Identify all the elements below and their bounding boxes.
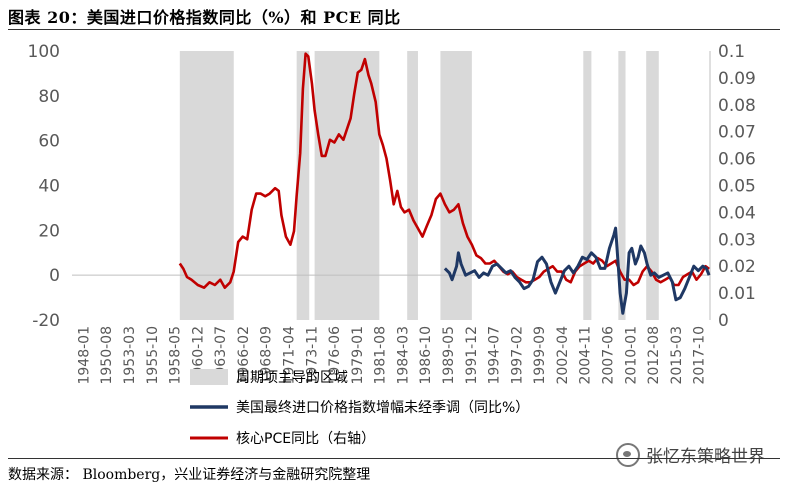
x-tick-label: 2012-08 xyxy=(646,326,662,385)
footer-divider xyxy=(8,458,780,459)
title-divider xyxy=(8,29,780,30)
x-tick-label: 2010-01 xyxy=(623,326,639,385)
shaded-region xyxy=(618,51,626,320)
left-tick-label: -20 xyxy=(32,311,60,331)
legend-series2-label: 核心PCE同比（右轴） xyxy=(236,431,375,447)
watermark-text: 张忆东策略世界 xyxy=(646,447,765,467)
right-tick-label: 0.05 xyxy=(718,177,756,197)
x-tick-label: 1971-04 xyxy=(281,326,297,385)
shaded-region xyxy=(646,51,659,320)
legend-series1-label: 美国最终进口价格指数增幅未经季调（同比%） xyxy=(236,400,529,416)
x-tick-label: 2015-03 xyxy=(669,326,685,385)
x-tick-label: 2004-11 xyxy=(578,326,594,385)
legend-shaded-label: 周期项主导的区域 xyxy=(236,370,348,386)
left-tick-label: 20 xyxy=(38,221,60,241)
right-tick-label: 0.1 xyxy=(718,42,745,62)
x-tick-label: 1981-08 xyxy=(373,326,389,385)
x-tick-label: 1976-06 xyxy=(327,326,343,385)
right-tick-label: 0.07 xyxy=(718,123,756,143)
x-tick-label: 1991-12 xyxy=(464,326,480,385)
shaded-region xyxy=(407,51,418,320)
right-tick-label: 0.03 xyxy=(718,230,756,250)
page-title: 图表 20：美国进口价格指数同比（%）和 PCE 同比 xyxy=(8,8,401,27)
x-tick-label: 1994-07 xyxy=(487,326,503,385)
shaded-region xyxy=(583,51,592,320)
x-tick-label: 1953-03 xyxy=(122,326,138,385)
shaded-region xyxy=(179,51,234,320)
x-tick-label: 1968-09 xyxy=(259,326,275,385)
watermark: 张忆东策略世界 xyxy=(616,442,765,467)
x-tick-label: 1989-05 xyxy=(441,326,457,385)
right-tick-label: 0.04 xyxy=(718,203,756,223)
x-tick-label: 1984-03 xyxy=(395,326,411,385)
right-tick-label: 0 xyxy=(718,311,729,331)
x-tick-label: 1955-10 xyxy=(145,326,161,385)
x-tick-label: 1997-02 xyxy=(509,326,525,385)
x-tick-label: 1966-02 xyxy=(236,326,252,385)
shaded-region xyxy=(314,51,380,320)
x-tick-label: 1973-11 xyxy=(304,326,320,385)
x-tick-label: 2017-10 xyxy=(692,326,708,385)
right-tick-label: 0.06 xyxy=(718,150,756,170)
left-tick-label: 60 xyxy=(38,132,60,152)
x-tick-label: 1979-01 xyxy=(350,326,366,385)
x-axis-labels: 1948-01 1950-08 1953-03 1955-10 1958-05 1960-… xyxy=(76,326,707,385)
source-note: 数据来源： Bloomberg，兴业证券经济与金融研究院整理 xyxy=(8,467,371,483)
right-tick-label: 0.08 xyxy=(718,96,756,116)
right-axis-labels: 0 0.01 0.02 0.03 0.04 0.05 0.06 0.07 0.08 0.09 0.1 xyxy=(718,42,756,331)
left-tick-label: 100 xyxy=(28,42,60,62)
right-tick-label: 0.02 xyxy=(718,257,756,277)
left-tick-label: 40 xyxy=(38,177,60,197)
shaded-regions xyxy=(179,51,659,320)
left-tick-label: 80 xyxy=(38,87,60,107)
x-tick-label: 1999-09 xyxy=(532,326,548,385)
chart: -20 0 20 40 60 80 100 0 0.01 0.02 0.03 0.04 0.05 0.0… xyxy=(28,42,756,447)
legend-shaded-swatch xyxy=(190,369,228,385)
x-tick-label: 1948-01 xyxy=(76,326,92,385)
right-tick-label: 0.09 xyxy=(718,69,756,89)
left-axis-labels: -20 0 20 40 60 80 100 xyxy=(28,42,60,331)
right-tick-label: 0.01 xyxy=(718,284,756,304)
left-tick-label: 0 xyxy=(49,266,60,286)
x-tick-label: 1950-08 xyxy=(99,326,115,385)
shaded-region xyxy=(440,51,472,320)
wechat-icon xyxy=(616,442,640,467)
x-tick-label: 1986-10 xyxy=(418,326,434,385)
x-tick-label: 2007-06 xyxy=(600,326,616,385)
series-line-import-price xyxy=(443,226,711,315)
x-tick-label: 1958-05 xyxy=(168,326,184,385)
x-tick-label: 2002-04 xyxy=(555,326,571,385)
shaded-region xyxy=(296,51,310,320)
